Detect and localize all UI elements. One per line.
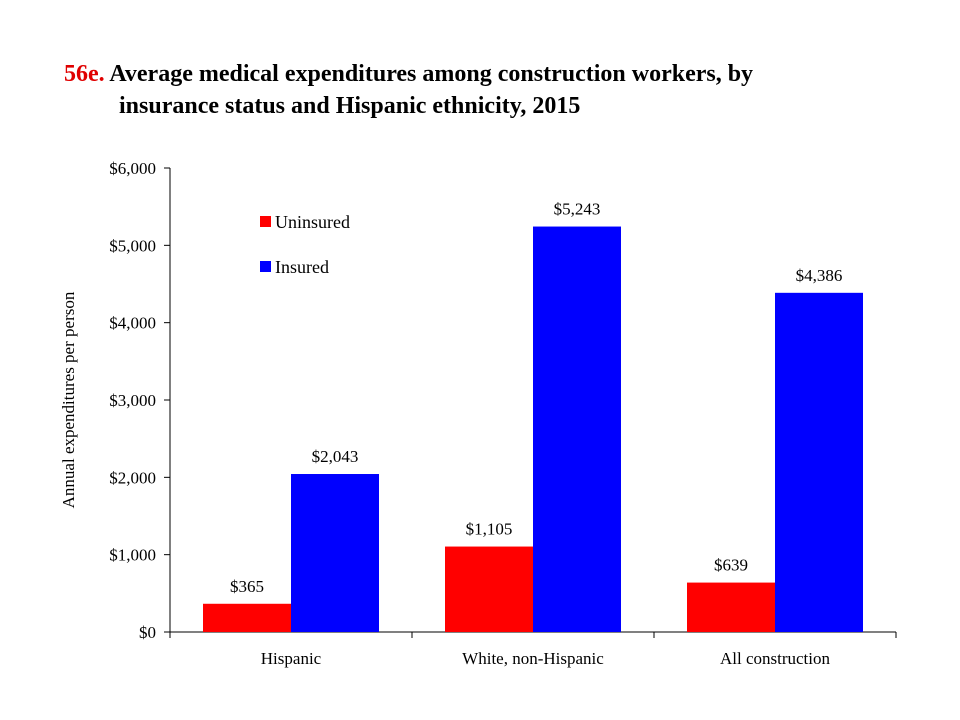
x-tick-label: White, non-Hispanic — [462, 649, 604, 668]
y-tick-label: $5,000 — [109, 236, 156, 255]
legend-label-insured: Insured — [275, 257, 329, 277]
x-tick-label: All construction — [720, 649, 831, 668]
y-tick-label: $3,000 — [109, 391, 156, 410]
data-label: $639 — [714, 556, 748, 575]
data-label: $365 — [230, 577, 264, 596]
legend: Uninsured Insured — [260, 212, 350, 277]
bars: $365 $2,043 $1,105 $5,243 $639 $4,386 — [203, 200, 863, 633]
bar-insured — [291, 474, 379, 632]
x-ticks: Hispanic White, non-Hispanic All construct… — [169, 632, 897, 668]
y-tick-label: $4,000 — [109, 314, 156, 333]
bar-insured — [533, 226, 621, 633]
y-tick-label: $0 — [139, 623, 156, 642]
y-ticks: $0 $1,000 $2,000 $3,000 $4,000 $5,000 $6,000 — [109, 159, 170, 642]
title-line-1: Average medical expenditures among const… — [109, 61, 754, 87]
y-tick-label: $1,000 — [109, 546, 156, 565]
data-label: $1,105 — [466, 520, 513, 539]
legend-swatch-insured — [260, 261, 271, 272]
y-axis-label: Annual expenditures per person — [59, 291, 78, 508]
y-tick-label: $2,000 — [109, 468, 156, 487]
data-label: $5,243 — [554, 200, 601, 219]
bar-uninsured — [203, 603, 291, 632]
legend-swatch-uninsured — [260, 216, 271, 227]
bar-uninsured — [687, 582, 775, 632]
figure-number: 56e. — [64, 61, 105, 87]
data-label: $2,043 — [312, 447, 359, 466]
y-tick-label: $6,000 — [109, 159, 156, 178]
bar-insured — [775, 292, 863, 632]
title-line-2: insurance status and Hispanic ethnicity,… — [119, 93, 581, 119]
chart-title: 56e. Average medical expenditures among … — [64, 58, 924, 122]
x-tick-label: Hispanic — [261, 649, 322, 668]
bar-uninsured — [445, 546, 533, 632]
legend-label-uninsured: Uninsured — [275, 212, 350, 232]
data-label: $4,386 — [796, 266, 843, 285]
